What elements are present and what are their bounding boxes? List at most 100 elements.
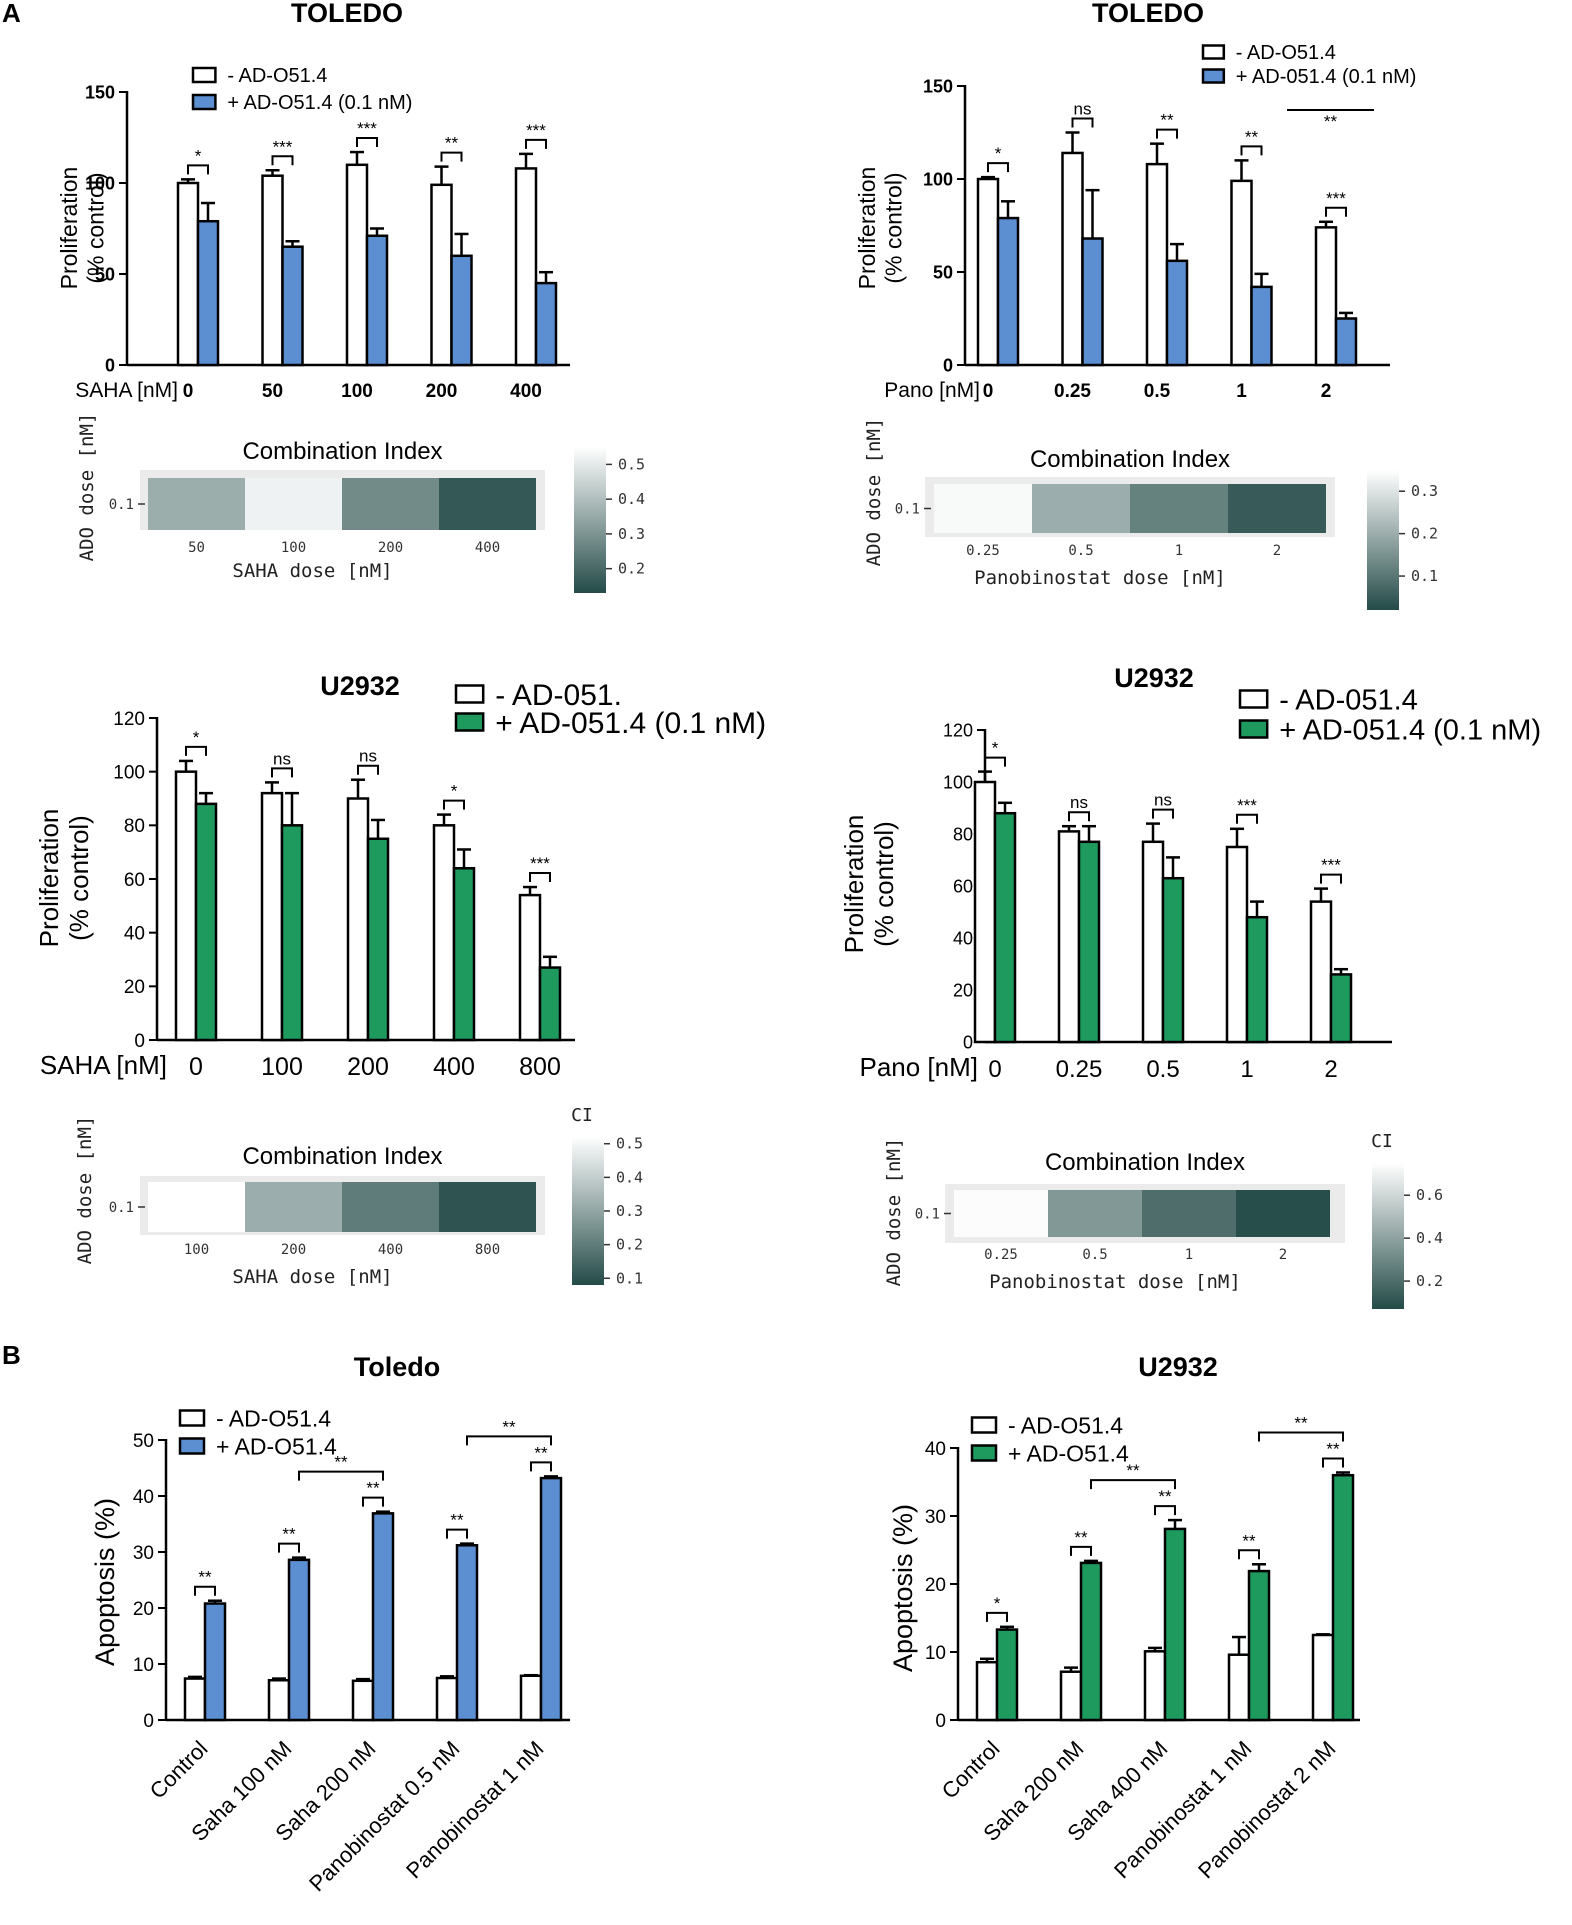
toledo_apoptosis-sig-bracket-0	[194, 1585, 216, 1596]
u2932_pano_prolif-xcat-4: 2	[1324, 1056, 1337, 1083]
toledo_apoptosis-bar-plus-1	[287, 1558, 311, 1722]
toledo_apoptosis-bar-plus-0	[203, 1602, 227, 1722]
u2932_pano_prolif-ytick-label-2: 40	[953, 928, 973, 948]
u2932_saha_ci-cb-label-3: 0.2	[616, 1236, 643, 1254]
toledo_apoptosis-bar-plus-4	[539, 1476, 563, 1722]
u2932_pano_prolif-sig-label-4: ***	[1321, 856, 1341, 875]
u2932_pano_ci-xcat-2: 1	[1185, 1247, 1193, 1263]
u2932_apoptosis-ytick-label-3: 30	[925, 1507, 946, 1528]
toledo_saha_prolif-sig-bracket-3	[440, 151, 463, 162]
toledo_saha_prolif-title: TOLEDO	[291, 0, 403, 28]
u2932_saha_prolif-ytick-label-5: 100	[113, 763, 145, 784]
u2932_saha_prolif-xcat-0: 0	[189, 1053, 203, 1081]
toledo_saha_prolif-ytick-label-0: 0	[105, 355, 115, 375]
toledo_apoptosis-ytick-label-5: 50	[133, 1431, 154, 1452]
toledo_saha_prolif-ylabel-2: (% control)	[82, 172, 108, 283]
toledo_pano_prolif-xcat-4: 2	[1321, 381, 1332, 402]
u2932_pano_ci-row-label: 0.1	[915, 1207, 940, 1223]
u2932_saha_prolif-ytick-label-6: 120	[113, 709, 145, 730]
u2932_saha_prolif-sig-bracket-0	[185, 745, 207, 756]
toledo_pano_ci-cb-label-0: 0.3	[1411, 482, 1438, 500]
toledo_saha_prolif-xcat-1: 50	[262, 381, 283, 402]
toledo_apoptosis-sig-label-3: **	[450, 1511, 464, 1530]
u2932_saha_ci-cb-label-1: 0.4	[616, 1168, 643, 1186]
toledo_pano_ci-row-label: 0.1	[895, 502, 920, 518]
u2932_pano_prolif-bar-minus-2	[1141, 840, 1165, 1044]
u2932_saha_prolif-sig-label-4: ***	[530, 854, 550, 873]
u2932_apoptosis-sig-bracket-1	[1070, 1545, 1092, 1556]
toledo_pano_prolif-bar-minus-0	[976, 177, 1000, 367]
u2932_apoptosis-sig-label-2: **	[1158, 1487, 1172, 1506]
u2932_pano_ci-ylabel: ADO dose [nM]	[883, 1138, 905, 1287]
u2932_apoptosis-legend-label-0: - AD-O51.4	[1008, 1412, 1123, 1438]
toledo_apoptosis-sig-label-4: **	[534, 1443, 548, 1462]
u2932_pano_prolif-sig-label-3: ***	[1237, 796, 1257, 815]
u2932_pano_ci-xcat-0: 0.25	[984, 1247, 1018, 1263]
u2932_saha_prolif-xcat-1: 100	[261, 1053, 303, 1081]
u2932_saha_prolif-legend-swatch-0	[454, 684, 485, 704]
toledo_saha_prolif-xcat-3: 200	[426, 381, 458, 402]
u2932_apoptosis-ytick-label-0: 0	[935, 1711, 946, 1732]
toledo_saha_prolif-legend-swatch-1	[191, 93, 217, 111]
u2932_pano_prolif-bar-plus-4	[1329, 973, 1353, 1044]
u2932_saha_ci-row-label: 0.1	[109, 1200, 134, 1216]
u2932_saha_prolif-bar-minus-0	[174, 770, 198, 1042]
toledo_saha_prolif-bar-minus-0	[176, 181, 200, 367]
toledo_pano_prolif-sig-bracket-1	[1071, 117, 1094, 128]
u2932_saha_ci-cell-0	[148, 1182, 245, 1232]
u2932_saha_prolif-ytick-label-4: 80	[124, 816, 145, 837]
toledo_apoptosis-xcat-3: Panobinostat 0.5 nM	[304, 1736, 464, 1896]
u2932_pano_prolif-sig-bracket-1	[1068, 811, 1090, 822]
toledo_pano_ci-cell-1	[1032, 484, 1130, 533]
u2932_saha_ci-xlabel: SAHA dose [nM]	[232, 1266, 392, 1288]
toledo_saha_ci-cell-1	[245, 478, 342, 530]
toledo_saha_ci-xlabel: SAHA dose [nM]	[232, 560, 392, 582]
u2932_apoptosis-bridge-label-0: **	[1126, 1461, 1140, 1480]
u2932_pano_prolif-ytick-label-4: 80	[953, 824, 973, 844]
u2932_apoptosis-ytick-label-1: 10	[925, 1643, 946, 1664]
u2932_apoptosis-bridge-bracket-1	[1258, 1431, 1344, 1442]
toledo_saha_prolif-sig-bracket-1	[271, 155, 294, 166]
u2932_saha_prolif-xcat-2: 200	[347, 1053, 389, 1081]
u2932_apoptosis-xcat-4: Panobinostat 2 nM	[1193, 1736, 1340, 1883]
u2932_saha_prolif-ytick-label-0: 0	[134, 1031, 145, 1052]
u2932_pano_ci-xlabel: Panobinostat dose [nM]	[989, 1271, 1241, 1293]
u2932_saha_prolif-legend-label-0: - AD-051.	[495, 679, 622, 712]
toledo_apoptosis-bar-plus-2	[371, 1512, 395, 1722]
u2932_saha_prolif-ytick-label-1: 20	[124, 977, 145, 998]
u2932_pano_ci-cb-label-1: 0.4	[1416, 1229, 1443, 1247]
u2932_pano_prolif-bar-plus-0	[993, 811, 1017, 1044]
u2932_pano_ci-colorbar	[1372, 1163, 1404, 1309]
u2932_saha_prolif-ylabel-1: Proliferation	[34, 809, 64, 948]
u2932_saha_ci-cell-3	[439, 1182, 536, 1232]
u2932_pano_prolif-sig-label-1: ns	[1070, 793, 1088, 812]
toledo_pano_prolif-ylabel-2: (% control)	[880, 172, 906, 283]
u2932_apoptosis-bar-plus-0	[995, 1628, 1019, 1722]
toledo_apoptosis-sig-label-2: **	[366, 1479, 380, 1498]
toledo_pano_prolif-xcat-1: 0.25	[1054, 381, 1091, 402]
toledo_saha_prolif-xcat-4: 400	[510, 381, 542, 402]
toledo_pano_prolif-sig-bracket-3	[1240, 145, 1263, 156]
toledo_pano_prolif-bar-plus-4	[1334, 317, 1358, 367]
u2932_pano_prolif-xcat-2: 0.5	[1146, 1056, 1179, 1083]
toledo_pano_prolif-bar-plus-2	[1165, 259, 1189, 367]
u2932_saha_prolif-legend-label-1: + AD-051.4 (0.1 nM)	[495, 707, 766, 740]
toledo_pano_prolif-bar-minus-1	[1061, 151, 1084, 367]
panel-label-a: A	[2, 0, 21, 28]
u2932_pano_ci-cell-0	[954, 1190, 1048, 1237]
toledo_apoptosis-bar-minus-0	[183, 1677, 207, 1722]
toledo_pano_prolif-ytick-label-1: 50	[933, 262, 953, 282]
toledo_saha_prolif-sig-label-3: **	[445, 134, 459, 153]
u2932_pano_prolif-xcat-3: 1	[1240, 1056, 1253, 1083]
u2932_saha_prolif-bar-minus-3	[432, 824, 456, 1042]
toledo_apoptosis-legend-swatch-1	[178, 1437, 206, 1455]
toledo_pano_prolif-sig-label-2: **	[1160, 111, 1174, 130]
toledo_saha_ci-cell-2	[342, 478, 439, 530]
u2932_pano_prolif-ytick-label-1: 20	[953, 980, 973, 1000]
u2932_pano_prolif-ylabel-1: Proliferation	[839, 815, 869, 954]
toledo_saha_prolif-xcat-0: 0	[183, 381, 194, 402]
toledo_saha_ci-ylabel: ADO dose [nM]	[76, 413, 98, 562]
toledo_pano_prolif-xcat-0: 0	[983, 381, 994, 402]
u2932_apoptosis-xcat-0: Control	[937, 1736, 1005, 1804]
